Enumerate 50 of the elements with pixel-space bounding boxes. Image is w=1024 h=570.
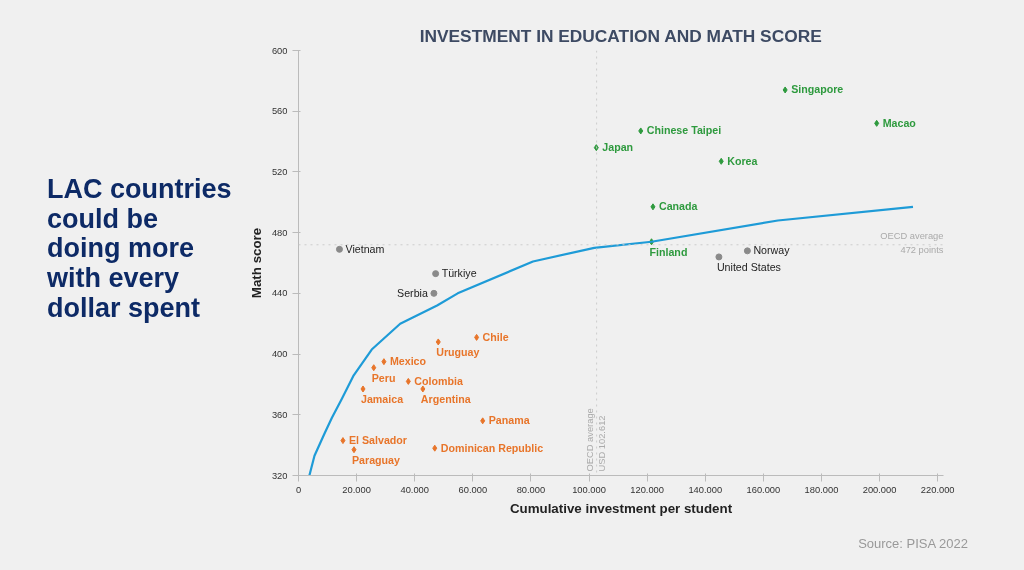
- x-tick-label: 0: [295, 484, 302, 495]
- annotation: Macao: [882, 116, 917, 129]
- annotation: Argentina: [420, 392, 471, 405]
- x-tick-label: 80.000: [516, 484, 546, 495]
- x-tick-label: 180.000: [804, 484, 839, 495]
- y-tick-label: 360: [271, 409, 288, 420]
- annotation: Serbia: [397, 286, 428, 299]
- annotation: Paraguay: [351, 453, 401, 466]
- x-axis-title: Cumulative investment per student: [509, 500, 733, 516]
- annotation: Canada: [658, 200, 698, 213]
- annotation: Finland: [649, 245, 688, 258]
- x-tick-label: 160.000: [746, 484, 781, 495]
- y-tick-label: 560: [271, 106, 288, 117]
- annotation: United States: [716, 260, 781, 273]
- annotation: Colombia: [414, 374, 463, 387]
- x-tick-label: 100.000: [572, 484, 606, 495]
- x-tick-label: 140.000: [688, 484, 723, 495]
- annotation: El Salvador: [348, 434, 407, 447]
- annotation: Japan: [602, 141, 634, 154]
- ref-line-label: OECD average USD 102.612: [584, 408, 607, 472]
- y-tick-label: 320: [271, 470, 288, 481]
- annotation: Chile: [482, 330, 509, 343]
- annotation: Norway: [753, 244, 791, 257]
- x-tick-label: 60.000: [458, 484, 488, 495]
- y-tick-label: 440: [271, 288, 288, 299]
- annotation: Chinese Taipei: [646, 124, 722, 137]
- text: LAC countries could be doing more with every dollar spent: [47, 174, 233, 324]
- y-axis-title: Math score: [248, 227, 264, 299]
- y-tick-label: 600: [271, 45, 288, 56]
- x-tick-label: 120.000: [630, 484, 665, 495]
- x-tick-label: 200.000: [862, 484, 897, 495]
- y-tick-label: 480: [271, 227, 288, 238]
- annotation: Panama: [488, 414, 530, 427]
- annotation: Dominican Republic: [440, 441, 544, 454]
- annotation: Vietnam: [345, 242, 385, 255]
- chart-title: INVESTMENT IN EDUCATION AND MATH SCORE: [419, 25, 822, 46]
- annotation: Uruguay: [436, 345, 480, 358]
- annotation: Mexico: [389, 355, 427, 368]
- annotation: Türkiye: [441, 267, 477, 280]
- x-tick-label: 220.000: [920, 484, 955, 495]
- y-tick-label: 520: [271, 166, 288, 177]
- y-tick-label: 400: [271, 349, 288, 360]
- annotation: Korea: [727, 154, 758, 167]
- source-note: Source: PISA 2022: [858, 535, 968, 553]
- annotation: Jamaica: [361, 392, 404, 405]
- x-tick-label: 20.000: [342, 484, 371, 495]
- ref-line-label: OECD average 472 points: [880, 230, 944, 255]
- annotation: Singapore: [791, 83, 844, 96]
- x-tick-label: 40.000: [400, 484, 429, 495]
- annotation: Peru: [371, 371, 396, 384]
